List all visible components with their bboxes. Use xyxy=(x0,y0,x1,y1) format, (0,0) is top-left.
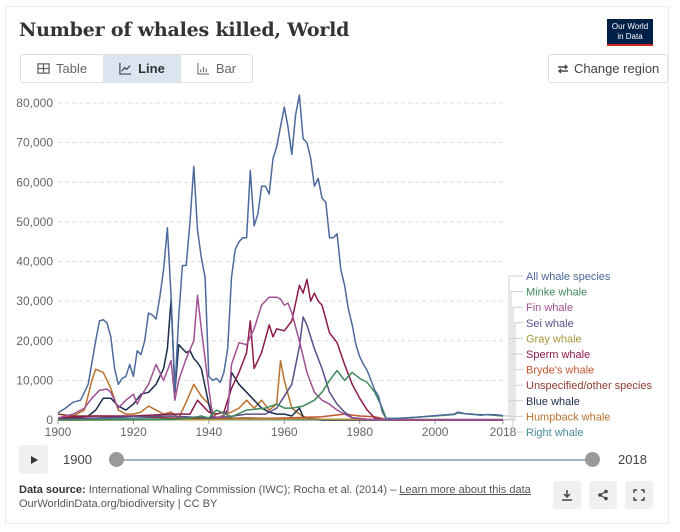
swap-arrows-icon xyxy=(558,64,568,73)
legend-item-humpback-whale[interactable]: Humpback whale xyxy=(526,411,610,423)
line-chart-icon xyxy=(119,62,132,75)
attribution: OurWorldinData.org/biodiversity | CC BY xyxy=(19,498,218,510)
chart-frame xyxy=(5,6,669,524)
tab-bar[interactable]: Bar xyxy=(181,55,252,82)
view-tabs: Table Line Bar xyxy=(20,54,254,83)
legend-connector xyxy=(503,419,523,433)
legend-item-right-whale[interactable]: Right whale xyxy=(526,427,583,439)
x-tick-label: 1960 xyxy=(271,425,298,439)
timeline-start-handle[interactable] xyxy=(109,452,124,467)
timeline-start-label: 1900 xyxy=(63,452,92,467)
change-region-button[interactable]: Change region xyxy=(548,54,669,83)
y-tick-label: 60,000 xyxy=(16,175,53,189)
y-tick-label: 70,000 xyxy=(16,136,53,150)
legend-item-sperm-whale[interactable]: Sperm whale xyxy=(526,349,590,361)
change-region-label: Change region xyxy=(574,61,660,76)
footer: Data source: International Whaling Commi… xyxy=(19,483,531,511)
source-text: International Whaling Commission (IWC); … xyxy=(88,484,397,496)
series-line-all-whale-species xyxy=(57,94,504,420)
x-tick-label: 2018 xyxy=(490,425,517,439)
tab-bar-label: Bar xyxy=(215,61,237,76)
legend-item-sei-whale[interactable]: Sei whale xyxy=(526,318,574,330)
series-line-humpback-whale xyxy=(57,359,503,421)
tab-table[interactable]: Table xyxy=(21,55,103,82)
logo-line-2: in Data xyxy=(617,32,643,41)
series-line-fin-whale xyxy=(57,294,503,421)
table-icon xyxy=(37,63,50,74)
line-chart: 0 10,000 20,000 30,000 40,000 50,000 60,000 70,… xyxy=(16,94,652,439)
legend-item-all-whale-species[interactable]: All whale species xyxy=(526,271,611,283)
y-tick-label: 40,000 xyxy=(16,255,53,269)
legend-connector xyxy=(503,369,523,421)
x-tick-label: 1940 xyxy=(195,425,222,439)
x-tick-label: 2000 xyxy=(422,425,449,439)
download-button[interactable] xyxy=(553,481,581,509)
timeline-track[interactable] xyxy=(116,459,592,461)
play-button[interactable] xyxy=(19,445,48,474)
logo-line-1: Our World xyxy=(611,22,649,31)
share-icon xyxy=(598,489,608,501)
legend-item-minke-whale[interactable]: Minke whale xyxy=(526,287,587,299)
tab-line-label: Line xyxy=(138,61,165,76)
source-label: Data source: xyxy=(19,484,86,496)
y-tick-label: 50,000 xyxy=(16,215,53,229)
share-button[interactable] xyxy=(589,481,617,509)
timeline-end-handle[interactable] xyxy=(585,452,600,467)
timeline-end-label: 2018 xyxy=(618,452,647,467)
download-icon xyxy=(562,490,572,501)
y-tick-label: 0 xyxy=(46,413,53,427)
legend-item-fin-whale[interactable]: Fin whale xyxy=(526,302,573,314)
legend-item-gray-whale[interactable]: Gray whale xyxy=(526,333,582,345)
play-icon xyxy=(30,455,38,464)
fullscreen-icon xyxy=(633,489,645,501)
series-line-sperm-whale xyxy=(57,278,503,421)
tab-line[interactable]: Line xyxy=(103,55,181,82)
y-tick-label: 20,000 xyxy=(16,334,53,348)
y-tick-label: 80,000 xyxy=(16,96,53,110)
x-tick-label: 1900 xyxy=(45,425,72,439)
y-tick-label: 10,000 xyxy=(16,373,53,387)
chart-title: Number of whales killed, World xyxy=(19,19,350,41)
owid-logo[interactable]: Our World in Data xyxy=(607,19,653,46)
series-line-blue-whale xyxy=(57,298,503,421)
legend-item-blue-whale[interactable]: Blue whale xyxy=(526,396,580,408)
tab-table-label: Table xyxy=(56,61,88,76)
legend-item-bryde-s-whale[interactable]: Bryde's whale xyxy=(526,365,594,377)
x-tick-label: 1980 xyxy=(346,425,373,439)
legend-item-unspecified-other-species[interactable]: Unspecified/other species xyxy=(526,380,652,392)
bar-chart-icon xyxy=(197,62,209,75)
timeline: 1900 2018 xyxy=(19,445,659,475)
learn-more-link[interactable]: Learn more about this data xyxy=(399,484,531,496)
y-tick-label: 30,000 xyxy=(16,294,53,308)
series-line-minke-whale xyxy=(57,369,504,421)
x-tick-label: 1920 xyxy=(120,425,147,439)
fullscreen-button[interactable] xyxy=(625,481,653,509)
